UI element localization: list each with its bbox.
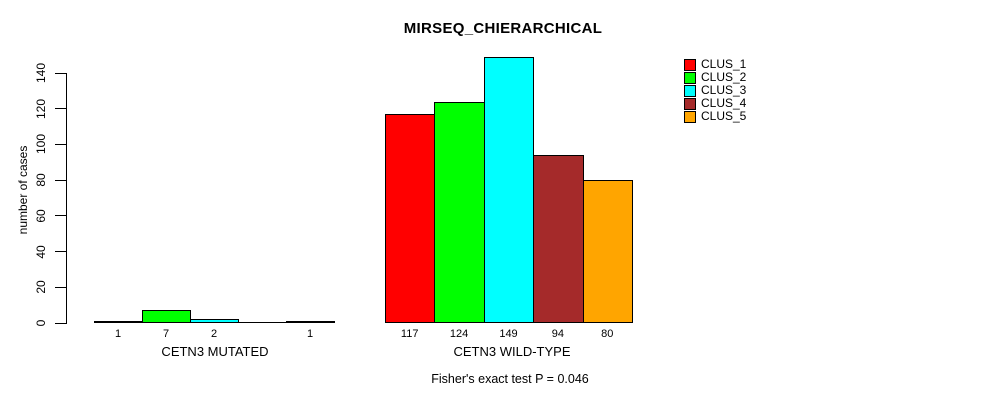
bar <box>190 319 239 323</box>
bar <box>94 321 143 323</box>
y-tick-label: 140 <box>34 62 48 84</box>
bar-value-label: 124 <box>449 328 469 340</box>
legend-item: CLUS_3 <box>684 84 746 97</box>
footer-note: Fisher's exact test P = 0.046 <box>431 372 589 386</box>
legend-label: CLUS_3 <box>701 83 747 97</box>
group-label: CETN3 MUTATED <box>161 344 269 359</box>
legend: CLUS_1 CLUS_2 CLUS_3 CLUS_4 CLUS_5 <box>684 58 746 123</box>
bar <box>238 322 287 323</box>
bar-value-label: 149 <box>499 328 518 340</box>
legend-label: CLUS_1 <box>701 57 747 71</box>
bar-value-label: 1 <box>306 328 314 340</box>
y-tick-mark <box>55 179 66 181</box>
chart-title: MIRSEQ_CHIERARCHICAL <box>403 20 603 37</box>
y-tick-label: 60 <box>34 209 48 223</box>
legend-label: CLUS_5 <box>701 109 747 123</box>
y-tick-label: 100 <box>34 134 48 155</box>
legend-swatch <box>684 84 696 97</box>
legend-swatch <box>684 58 696 71</box>
y-tick-label: 20 <box>34 280 48 294</box>
bar-value-label: 117 <box>400 328 419 340</box>
legend-label: CLUS_4 <box>701 96 747 110</box>
y-tick-label: 120 <box>34 98 48 119</box>
bar-value-label: 94 <box>551 328 565 340</box>
y-tick-mark <box>55 286 66 288</box>
bar <box>483 57 535 323</box>
legend-item: CLUS_4 <box>684 97 746 110</box>
y-tick-label: 0 <box>34 319 48 327</box>
legend-label: CLUS_2 <box>701 70 747 84</box>
legend-swatch <box>684 97 696 110</box>
group-label: CETN3 WILD-TYPE <box>453 344 571 359</box>
y-tick-mark <box>55 322 66 324</box>
bar <box>434 102 485 323</box>
bar <box>533 155 584 323</box>
y-tick-label: 80 <box>34 173 48 187</box>
legend-item: CLUS_1 <box>684 58 746 71</box>
bar-value-label: 7 <box>162 328 170 340</box>
y-tick-mark <box>55 108 66 110</box>
legend-item: CLUS_5 <box>684 110 746 123</box>
bar <box>286 321 335 323</box>
legend-item: CLUS_2 <box>684 71 746 84</box>
bar <box>385 114 436 323</box>
bar-value-label: 1 <box>114 328 122 340</box>
legend-swatch <box>684 71 696 84</box>
y-tick-mark <box>55 143 66 145</box>
y-tick-mark <box>55 251 66 253</box>
y-tick-mark <box>55 72 66 74</box>
y-tick-mark <box>55 215 66 217</box>
y-axis-label: number of cases <box>16 145 30 235</box>
bar <box>582 180 633 323</box>
bar-value-label: 2 <box>210 328 218 340</box>
y-axis-line <box>66 73 67 324</box>
bar <box>142 310 191 323</box>
bar-value-label: 80 <box>601 328 614 340</box>
legend-swatch <box>684 110 696 123</box>
y-tick-label: 40 <box>34 244 48 259</box>
